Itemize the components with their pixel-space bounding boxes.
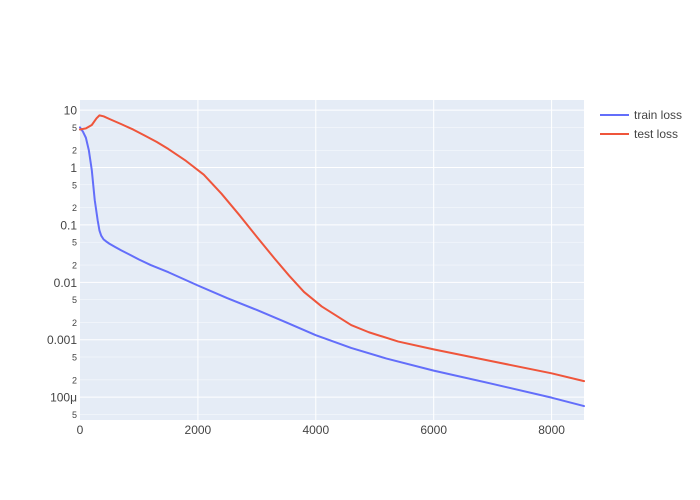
y-minor-tick-label: 2	[72, 318, 77, 328]
legend-item-test-loss[interactable]: test loss	[600, 127, 678, 141]
y-minor-tick-label: 5	[72, 295, 77, 305]
series-lines	[79, 114, 585, 408]
x-tick-label: 4000	[302, 423, 329, 437]
y-minor-tick-label: 2	[72, 203, 77, 213]
y-minor-tick-label: 2	[72, 146, 77, 156]
legend-item-train-loss[interactable]: train loss	[600, 108, 682, 122]
y-major-tick-label: 0.001	[47, 333, 77, 347]
series-line-test-loss	[79, 114, 585, 383]
x-tick-label: 6000	[420, 423, 447, 437]
y-major-tick-label: 0.01	[54, 276, 78, 290]
y-minor-tick-label: 5	[72, 353, 77, 363]
plot-background	[80, 100, 584, 420]
legend[interactable]: train loss test loss	[600, 108, 682, 141]
x-tick-label: 2000	[185, 423, 212, 437]
y-major-tick-label: 100μ	[50, 391, 77, 405]
y-minor-tick-label: 5	[72, 123, 77, 133]
y-minor-tick-label: 5	[72, 180, 77, 190]
series-line-train-loss	[79, 126, 585, 408]
y-minor-tick-label: 5	[72, 410, 77, 420]
legend-label: test loss	[634, 127, 678, 141]
y-major-tick-label: 0.1	[60, 218, 77, 232]
x-tick-label: 0	[77, 423, 84, 437]
y-axis-tick-labels: 10 1 0.1 0.01 0.001 100μ 5 2 5 2 5 2 5 2 5 2 5	[47, 104, 77, 420]
gridlines	[80, 100, 584, 420]
y-minor-tick-label: 2	[72, 261, 77, 271]
y-major-tick-label: 10	[64, 104, 78, 118]
x-axis-tick-labels: 0 2000 4000 6000 8000	[77, 423, 566, 437]
y-minor-tick-label: 2	[72, 375, 77, 385]
x-tick-label: 8000	[538, 423, 565, 437]
y-major-tick-label: 1	[70, 161, 77, 175]
y-minor-tick-label: 5	[72, 238, 77, 248]
legend-label: train loss	[634, 108, 682, 122]
